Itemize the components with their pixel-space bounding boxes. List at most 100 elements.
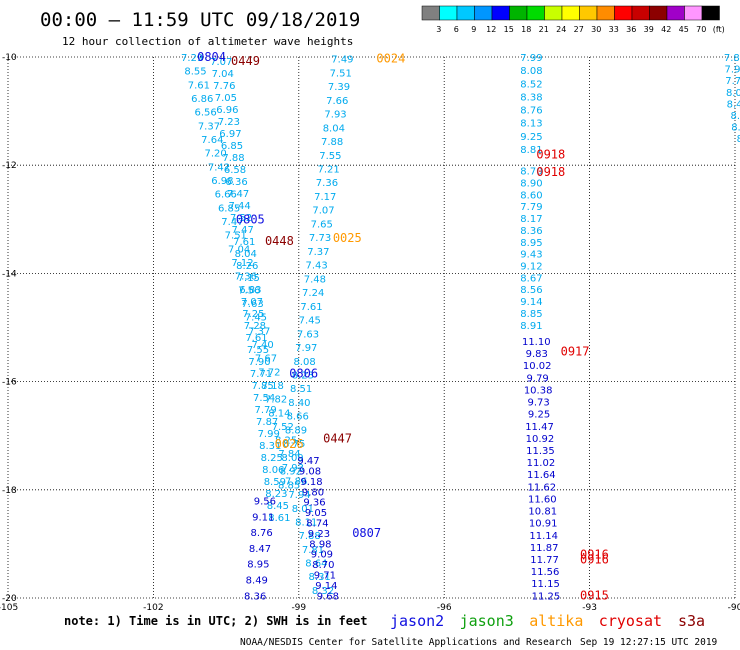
pass-time-label: 0916 bbox=[580, 548, 609, 562]
swh-value: 7.36 bbox=[316, 178, 338, 189]
lon-tick-label: -99 bbox=[291, 603, 306, 613]
swh-value: 7.18 bbox=[262, 381, 284, 392]
chart-subtitle: 12 hour collection of altimeter wave hei… bbox=[62, 35, 353, 48]
pass-time-label: 0026 bbox=[275, 437, 304, 451]
swh-value: 8.04 bbox=[235, 249, 257, 260]
swh-value: 8.13 bbox=[520, 119, 542, 130]
chart-note: note: 1) Time is in UTC; 2) SWH is in fe… bbox=[64, 614, 367, 628]
swh-value: 11.25 bbox=[532, 591, 561, 602]
swh-value: 8.59 bbox=[264, 477, 286, 488]
swh-value: 11.56 bbox=[531, 567, 560, 578]
swh-value: 9.18 bbox=[300, 477, 322, 488]
color-scale-label: 27 bbox=[574, 25, 584, 34]
swh-value: 7.20 bbox=[205, 149, 227, 160]
swh-value: 6.96 bbox=[216, 105, 238, 116]
color-swatch bbox=[596, 5, 615, 21]
swh-value: 8.91 bbox=[520, 321, 542, 332]
swh-value: 7.45 bbox=[299, 316, 321, 327]
swh-value: 9.80 bbox=[302, 487, 324, 498]
swh-value: 7.85 bbox=[251, 381, 273, 392]
color-scale-label: 12 bbox=[486, 25, 496, 34]
swh-value: 9.14 bbox=[315, 581, 337, 592]
swh-value: 7.73 bbox=[309, 233, 331, 244]
swh-value: 7.29 bbox=[181, 53, 203, 64]
swh-value: 7.36 bbox=[235, 272, 257, 283]
swh-value: 9.79 bbox=[527, 373, 549, 384]
swh-value: 7.63 bbox=[241, 299, 263, 310]
swh-value: 7.15 bbox=[238, 273, 260, 284]
lat-tick-label: -14 bbox=[2, 269, 17, 279]
swh-value: 8.25 bbox=[261, 453, 283, 464]
swh-value: 8.04 bbox=[323, 123, 345, 134]
swh-value: 7.37 bbox=[248, 326, 270, 337]
swh-value: 7.61 bbox=[233, 237, 255, 248]
swh-value: 7.87 bbox=[256, 417, 278, 428]
color-swatch bbox=[684, 5, 703, 21]
color-swatch bbox=[509, 5, 528, 21]
swh-value: 7.99 bbox=[520, 53, 542, 64]
swh-value: 7.88 bbox=[321, 137, 343, 148]
swh-value: 7.47 bbox=[227, 189, 249, 200]
color-swatch bbox=[579, 5, 598, 21]
swh-value: 7.43 bbox=[305, 261, 327, 272]
swh-value: 8.41 bbox=[727, 99, 740, 110]
legend-jason3: jason3 bbox=[460, 612, 514, 630]
swh-value: 7.04 bbox=[212, 69, 234, 80]
swh-value: 6.56 bbox=[194, 108, 216, 119]
swh-value: 8.61 bbox=[268, 513, 290, 524]
swh-value: 8.89 bbox=[285, 425, 307, 436]
swh-value: 8.47 bbox=[249, 544, 271, 555]
swh-value: 7.07 bbox=[210, 57, 232, 68]
lat-tick-label: -16 bbox=[2, 378, 17, 388]
swh-value: 7.04 bbox=[228, 244, 250, 255]
footer-credit: NOAA/NESDIS Center for Satellite Applica… bbox=[240, 637, 572, 648]
swh-value: 9.68 bbox=[317, 591, 339, 602]
swh-value: 8.90 bbox=[520, 178, 542, 189]
satellite-legend: jason2 jason3 altika cryosat s3a bbox=[390, 612, 705, 630]
color-scale-label: 33 bbox=[609, 25, 619, 34]
swh-value: 11.14 bbox=[529, 531, 558, 542]
swh-value: 8.26 bbox=[236, 261, 258, 272]
pass-time-label: 0916 bbox=[580, 553, 609, 567]
color-swatch bbox=[614, 5, 633, 21]
swh-value: 7.79 bbox=[520, 202, 542, 213]
swh-value: 7.37 bbox=[198, 121, 220, 132]
swh-value: 6.97 bbox=[219, 129, 241, 140]
swh-value: 7.45 bbox=[245, 313, 267, 324]
swh-value: 8.25 bbox=[275, 436, 297, 447]
swh-value: 6.83 bbox=[239, 285, 261, 296]
color-swatch bbox=[491, 5, 510, 21]
swh-value: 8.08 bbox=[520, 66, 542, 77]
swh-value: 7.63 bbox=[297, 329, 319, 340]
map-axes: -10 -12 -14 -16 -18 -20-105 -102 -99 -96 -93 -90 bbox=[0, 53, 740, 613]
swh-value: 8.09 bbox=[281, 453, 303, 464]
swh-value: 7.99 bbox=[725, 65, 740, 76]
color-swatch bbox=[701, 5, 720, 21]
color-scale-label: 39 bbox=[644, 25, 654, 34]
swh-value: 8.55 bbox=[184, 67, 206, 78]
swh-value: 9.11 bbox=[252, 512, 274, 523]
swh-value: 7.61 bbox=[300, 302, 322, 313]
pass-time-label: 0447 bbox=[323, 431, 352, 445]
color-scale-label: 70 bbox=[696, 25, 706, 34]
swh-value: 9.12 bbox=[520, 261, 542, 272]
swh-value: 7.05 bbox=[215, 93, 237, 104]
swh-value: 8.70 bbox=[520, 167, 542, 178]
swh-value: 7.52 bbox=[272, 422, 294, 433]
swh-value: 7.24 bbox=[302, 288, 324, 299]
swh-value: 7.55 bbox=[247, 345, 269, 356]
swh-value: 6.36 bbox=[225, 177, 247, 188]
swh-value: 8.92 bbox=[280, 467, 302, 478]
swh-value: 11.02 bbox=[527, 458, 556, 469]
swh-value: 8.31 bbox=[259, 441, 281, 452]
swh-value: 8.32 bbox=[312, 586, 334, 597]
pass-time-label: 0448 bbox=[265, 234, 294, 248]
swh-value: 10.02 bbox=[523, 361, 552, 372]
swh-value: 8.76 bbox=[520, 106, 542, 117]
swh-value: 8.98 bbox=[309, 539, 331, 550]
swh-value: 9.71 bbox=[314, 570, 336, 581]
swh-value: 7.23 bbox=[218, 117, 240, 128]
color-swatch bbox=[666, 5, 685, 21]
swh-value: 7.25 bbox=[242, 309, 264, 320]
